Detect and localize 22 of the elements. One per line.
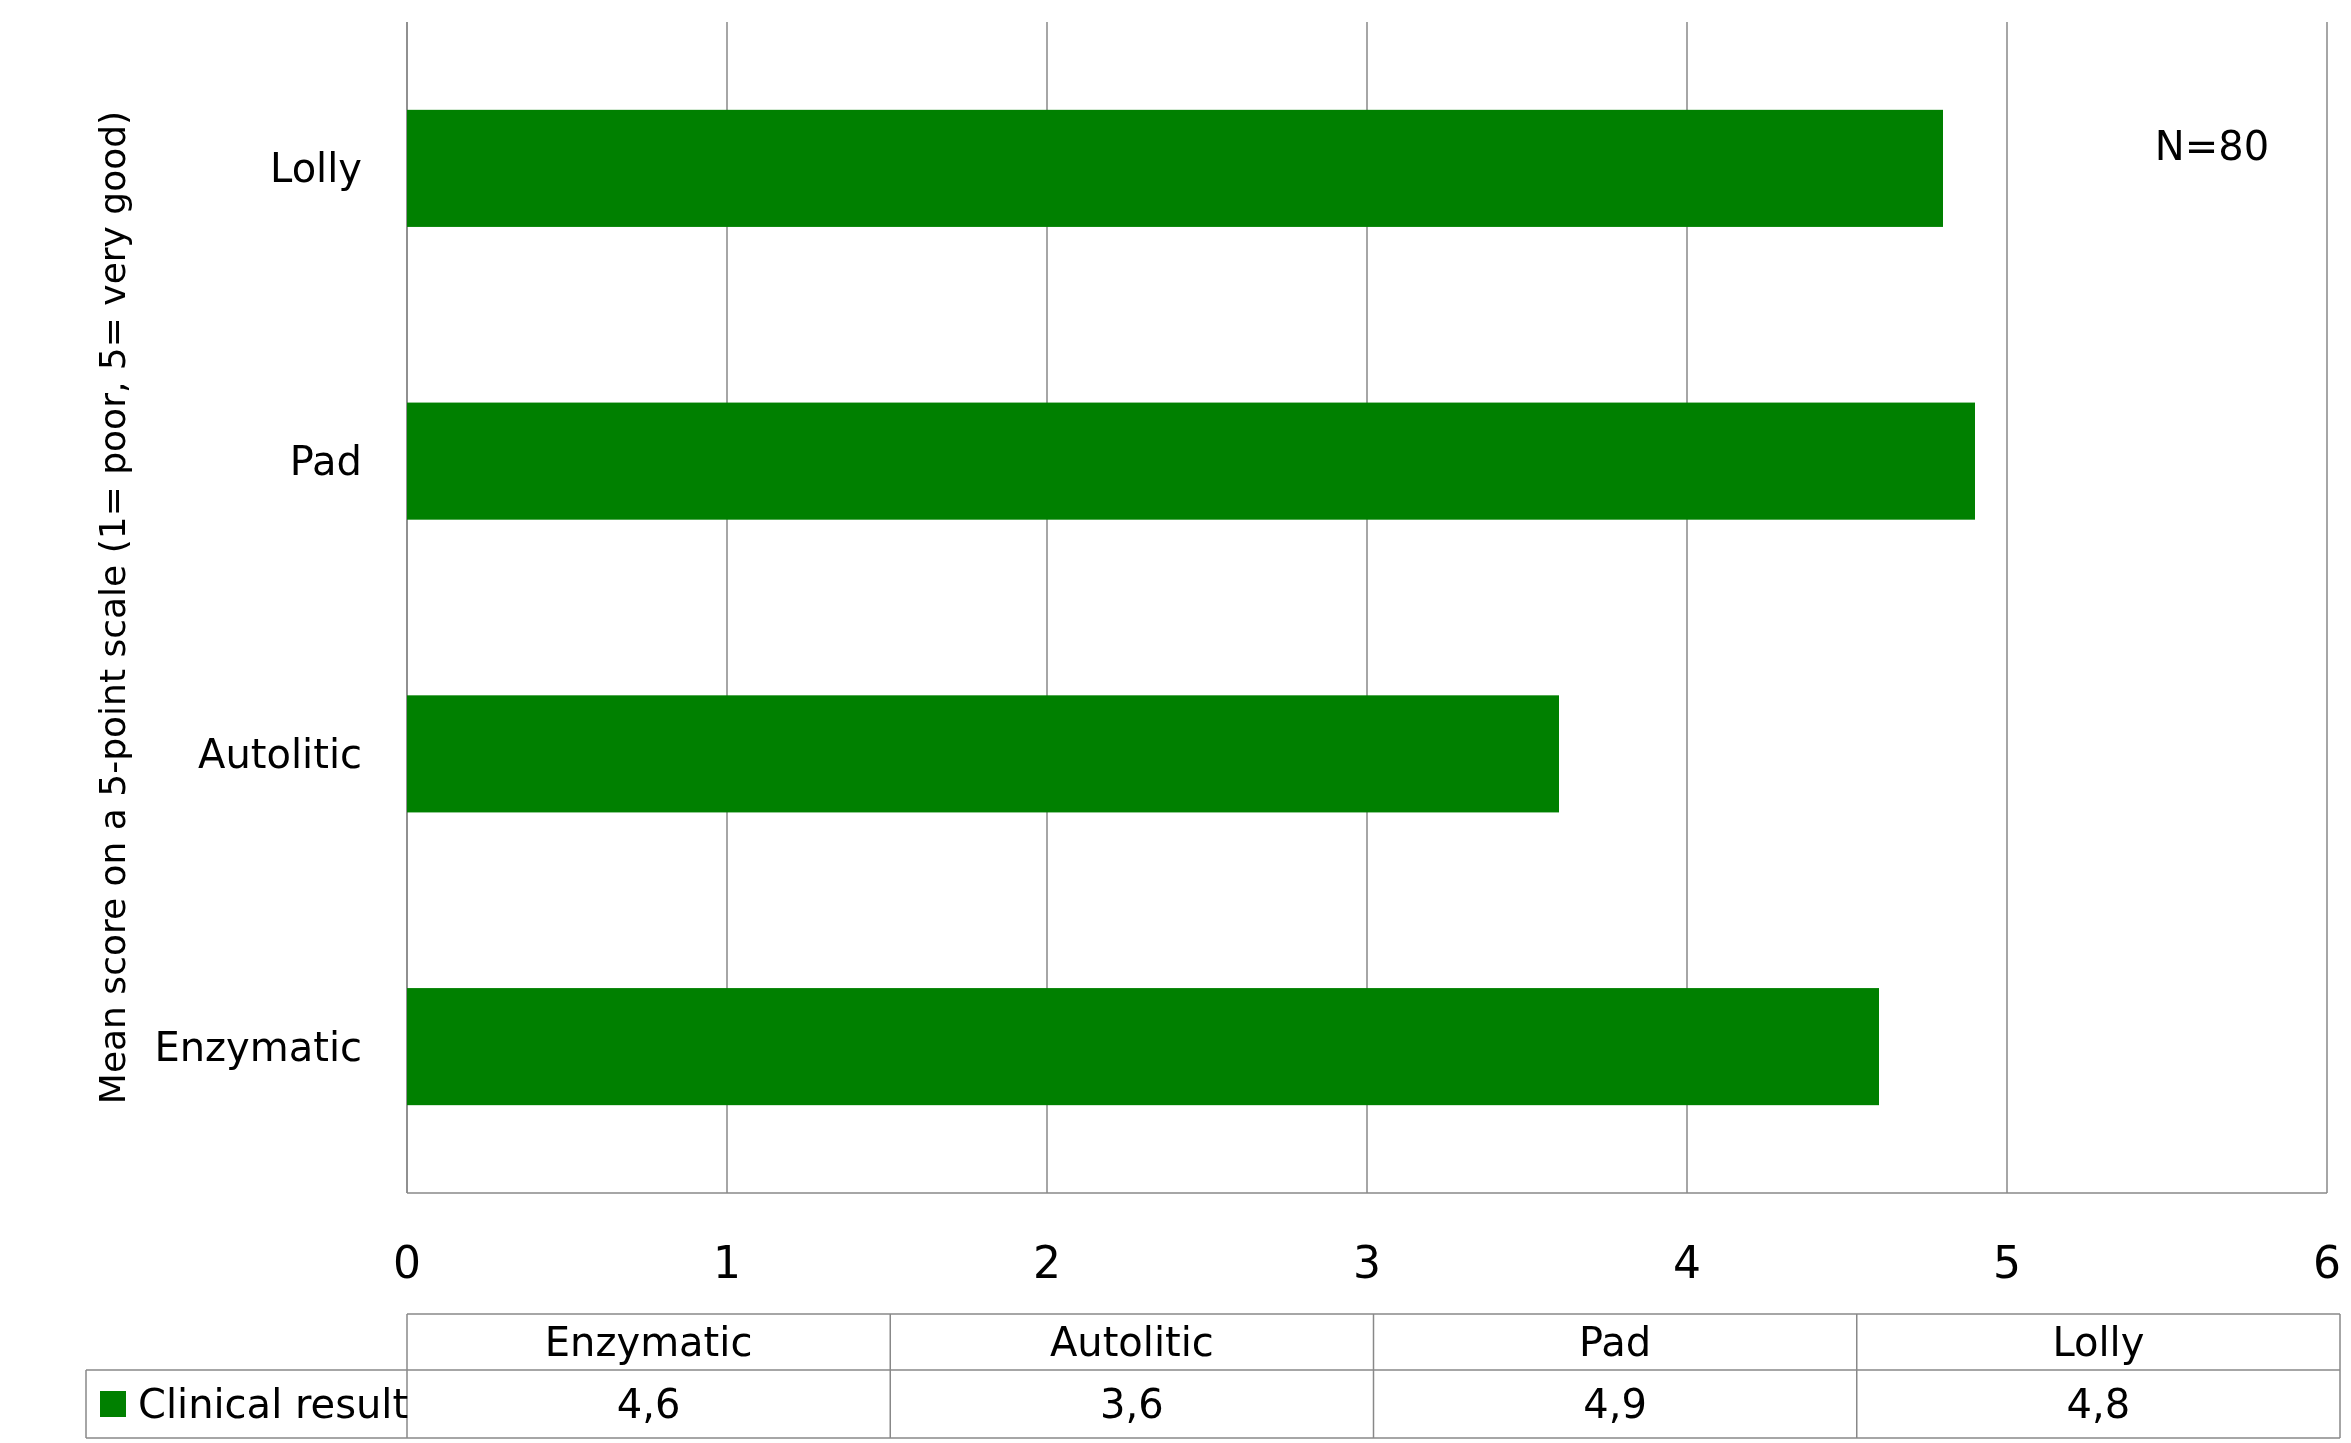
text: 3,6 bbox=[1100, 1381, 1164, 1427]
y-tick-label: Autolitic bbox=[198, 730, 362, 777]
x-tick-label: 3 bbox=[1353, 1237, 1381, 1288]
annotation: N=80 bbox=[2154, 123, 2270, 169]
category-label: Lolly bbox=[2052, 1319, 2145, 1365]
text: 4,8 bbox=[2066, 1381, 2131, 1427]
x-tick-label: 6 bbox=[2313, 1237, 2341, 1288]
y-tick-label: Lolly bbox=[270, 145, 362, 192]
y-axis-title: Mean score on a 5-point scale (1= poor, 5= very good) bbox=[92, 110, 133, 1105]
category-label: Autolitic bbox=[1049, 1319, 1214, 1365]
x-tick-label: 2 bbox=[1033, 1237, 1061, 1288]
x-tick-label: 0 bbox=[393, 1237, 421, 1288]
y-tick-label: Pad bbox=[289, 438, 362, 485]
text: 4,9 bbox=[1583, 1381, 1647, 1427]
x-tick-label: 1 bbox=[713, 1237, 741, 1288]
x-tick-label: 5 bbox=[1993, 1237, 2021, 1288]
category-label: Pad bbox=[1579, 1319, 1652, 1365]
x-tick-label: 4 bbox=[1673, 1237, 1701, 1288]
legend-label: Clinical result bbox=[138, 1381, 409, 1427]
y-tick-label: Enzymatic bbox=[154, 1023, 362, 1070]
text: 4,6 bbox=[616, 1381, 681, 1427]
category-label: Enzymatic bbox=[544, 1319, 753, 1365]
